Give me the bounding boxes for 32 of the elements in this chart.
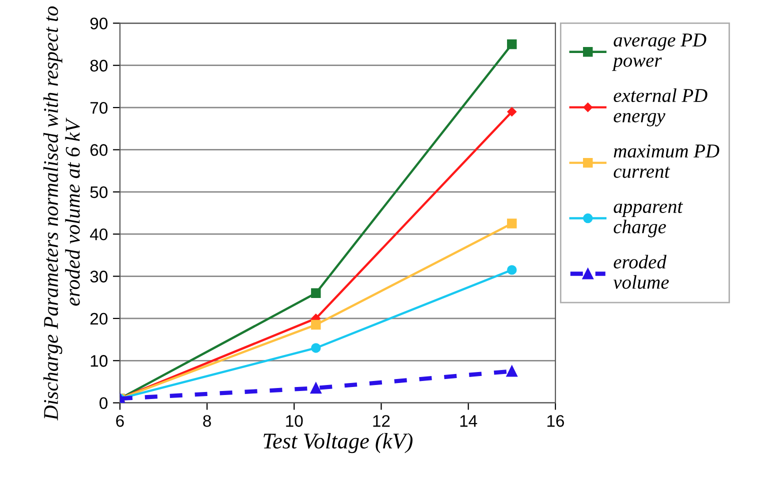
point bbox=[311, 343, 321, 353]
legend-label: maximum PD current bbox=[614, 144, 720, 178]
x-tick-label: 12 bbox=[373, 415, 390, 427]
point bbox=[507, 265, 517, 275]
legend-label: external PD energy bbox=[614, 88, 708, 126]
x-tick-label: 10 bbox=[286, 415, 303, 427]
point bbox=[507, 218, 517, 228]
y-tick-label: 0 bbox=[100, 397, 108, 410]
point bbox=[507, 39, 517, 50]
legend-label: average PD power bbox=[612, 34, 706, 71]
y-tick-label: 60 bbox=[90, 144, 108, 156]
y-tick-label: 20 bbox=[90, 312, 108, 325]
y-axis-title: Discharge Parameters normalised with respect to eroded volume at 6 kV bbox=[43, 6, 80, 420]
point bbox=[311, 288, 321, 298]
x-tick-label: 6 bbox=[116, 415, 124, 427]
y-tick-label: 40 bbox=[90, 228, 108, 240]
x-tick-label: 16 bbox=[547, 415, 564, 427]
legend-label: eroded volume bbox=[613, 254, 669, 289]
y-tick-label: 80 bbox=[90, 60, 108, 72]
legend-label: apparent charge bbox=[614, 202, 684, 238]
y-tick-label: 50 bbox=[90, 186, 108, 198]
x-tick-label: 8 bbox=[203, 415, 211, 427]
point bbox=[311, 320, 321, 330]
x-tick-label: 14 bbox=[460, 415, 478, 427]
point bbox=[507, 107, 517, 116]
point bbox=[506, 366, 518, 377]
y-tick-label: 30 bbox=[90, 270, 108, 282]
y-tick-label: 90 bbox=[90, 18, 108, 30]
y-tick-label: 70 bbox=[90, 102, 108, 114]
x-axis-title: Test Voltage (kV) bbox=[264, 432, 413, 454]
y-tick-label: 10 bbox=[90, 355, 108, 367]
point bbox=[310, 382, 322, 394]
